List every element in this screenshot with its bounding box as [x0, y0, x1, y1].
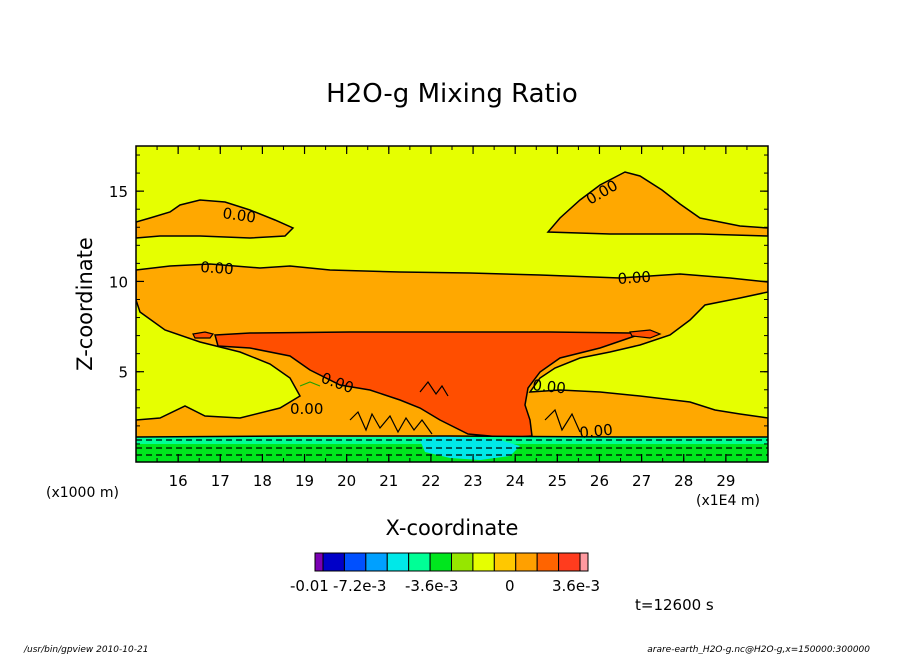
- colorbar-swatch: [472, 552, 495, 572]
- x-tick-label: 24: [506, 472, 525, 490]
- contour-region-upper-right: [546, 171, 768, 237]
- colorbar-label: 3.6e-3: [552, 577, 600, 595]
- time-label: t=12600 s: [635, 596, 714, 614]
- colorbar-swatch: [365, 552, 388, 572]
- contour-label: 0.00: [617, 268, 652, 288]
- colorbar-swatch: [515, 552, 538, 572]
- contour-region-core-right: [629, 329, 662, 339]
- x-tick-label: 28: [674, 472, 693, 490]
- contour-labels: 0.00 0.00 0.00 0.00 0.00 0.00 0.00 0.00: [200, 176, 652, 442]
- x-tick-label: 29: [716, 472, 735, 490]
- x-axis-label: X-coordinate: [386, 516, 519, 540]
- x-tick-label: 18: [253, 472, 272, 490]
- x-tick-label: 20: [337, 472, 356, 490]
- colorbar-labels: -0.01 -7.2e-3 -3.6e-3 0 3.6e-3: [290, 577, 600, 595]
- contour-line-noise-2: [419, 380, 449, 397]
- x-tick-label: 19: [295, 472, 314, 490]
- contour-region-upper-left: [136, 199, 295, 239]
- plot-area: [136, 146, 768, 462]
- footer-right: arare-earth_H2O-g.nc@H2O-g,x=150000:3000…: [647, 645, 870, 654]
- colorbar-swatch: [386, 552, 410, 572]
- contour-line-noise-1: [349, 410, 433, 435]
- x-axis: 16 17 18 19 20 21 22 23 24 25 26 27 28 29: [135, 146, 769, 490]
- y-tick-label: 5: [118, 364, 128, 382]
- contour-label: 0.00: [221, 204, 257, 226]
- boundary-layer-top-line: [136, 435, 768, 438]
- colorbar-swatch: [451, 552, 474, 572]
- y-tick-label: 15: [109, 183, 128, 201]
- x-tick-label: 17: [211, 472, 230, 490]
- x-tick-label: 16: [169, 472, 188, 490]
- contour-label: 0.00: [532, 376, 567, 397]
- footer-left: /usr/bin/gpview 2010-10-21: [23, 645, 148, 654]
- colorbar-swatch: [314, 552, 324, 572]
- colorbar-swatch: [536, 552, 560, 572]
- colorbar-label: -0.01: [290, 577, 329, 595]
- contour-line-noise-3: [544, 408, 581, 433]
- x-tick-label: 26: [590, 472, 609, 490]
- colorbar-swatch: [408, 552, 431, 572]
- chart-title: H2O-g Mixing Ratio: [326, 79, 578, 109]
- contour-region-core-left: [192, 331, 215, 339]
- colorbar-swatch: [579, 552, 589, 572]
- x-tick-label: 23: [464, 472, 483, 490]
- y-tick-label: 10: [109, 273, 128, 291]
- x-tick-label: 21: [379, 472, 398, 490]
- colorbar-swatch: [429, 552, 453, 572]
- contour-label: 0.00: [200, 258, 235, 278]
- colorbar-swatch: [558, 552, 581, 572]
- colorbar-label: 0: [505, 577, 515, 595]
- contour-label: 0.00: [290, 400, 323, 418]
- colorbar-label: -3.6e-3: [405, 577, 458, 595]
- contour-label: 0.00: [579, 421, 614, 442]
- x-tick-label: 25: [548, 472, 567, 490]
- contour-line-tiny-green: [299, 381, 321, 387]
- y-axis-label: Z-coordinate: [73, 237, 97, 371]
- y-unit-note: (x1000 m): [46, 485, 119, 501]
- x-tick-label: 22: [421, 472, 440, 490]
- colorbar-swatch: [493, 552, 517, 572]
- y-axis: 5 10 15: [109, 154, 768, 445]
- x-tick-label: 27: [632, 472, 651, 490]
- colorbar: [314, 552, 589, 572]
- colorbar-label: -7.2e-3: [333, 577, 386, 595]
- colorbar-swatch: [322, 552, 345, 572]
- colorbar-swatch: [343, 552, 367, 572]
- x-unit-note: (x1E4 m): [696, 493, 760, 509]
